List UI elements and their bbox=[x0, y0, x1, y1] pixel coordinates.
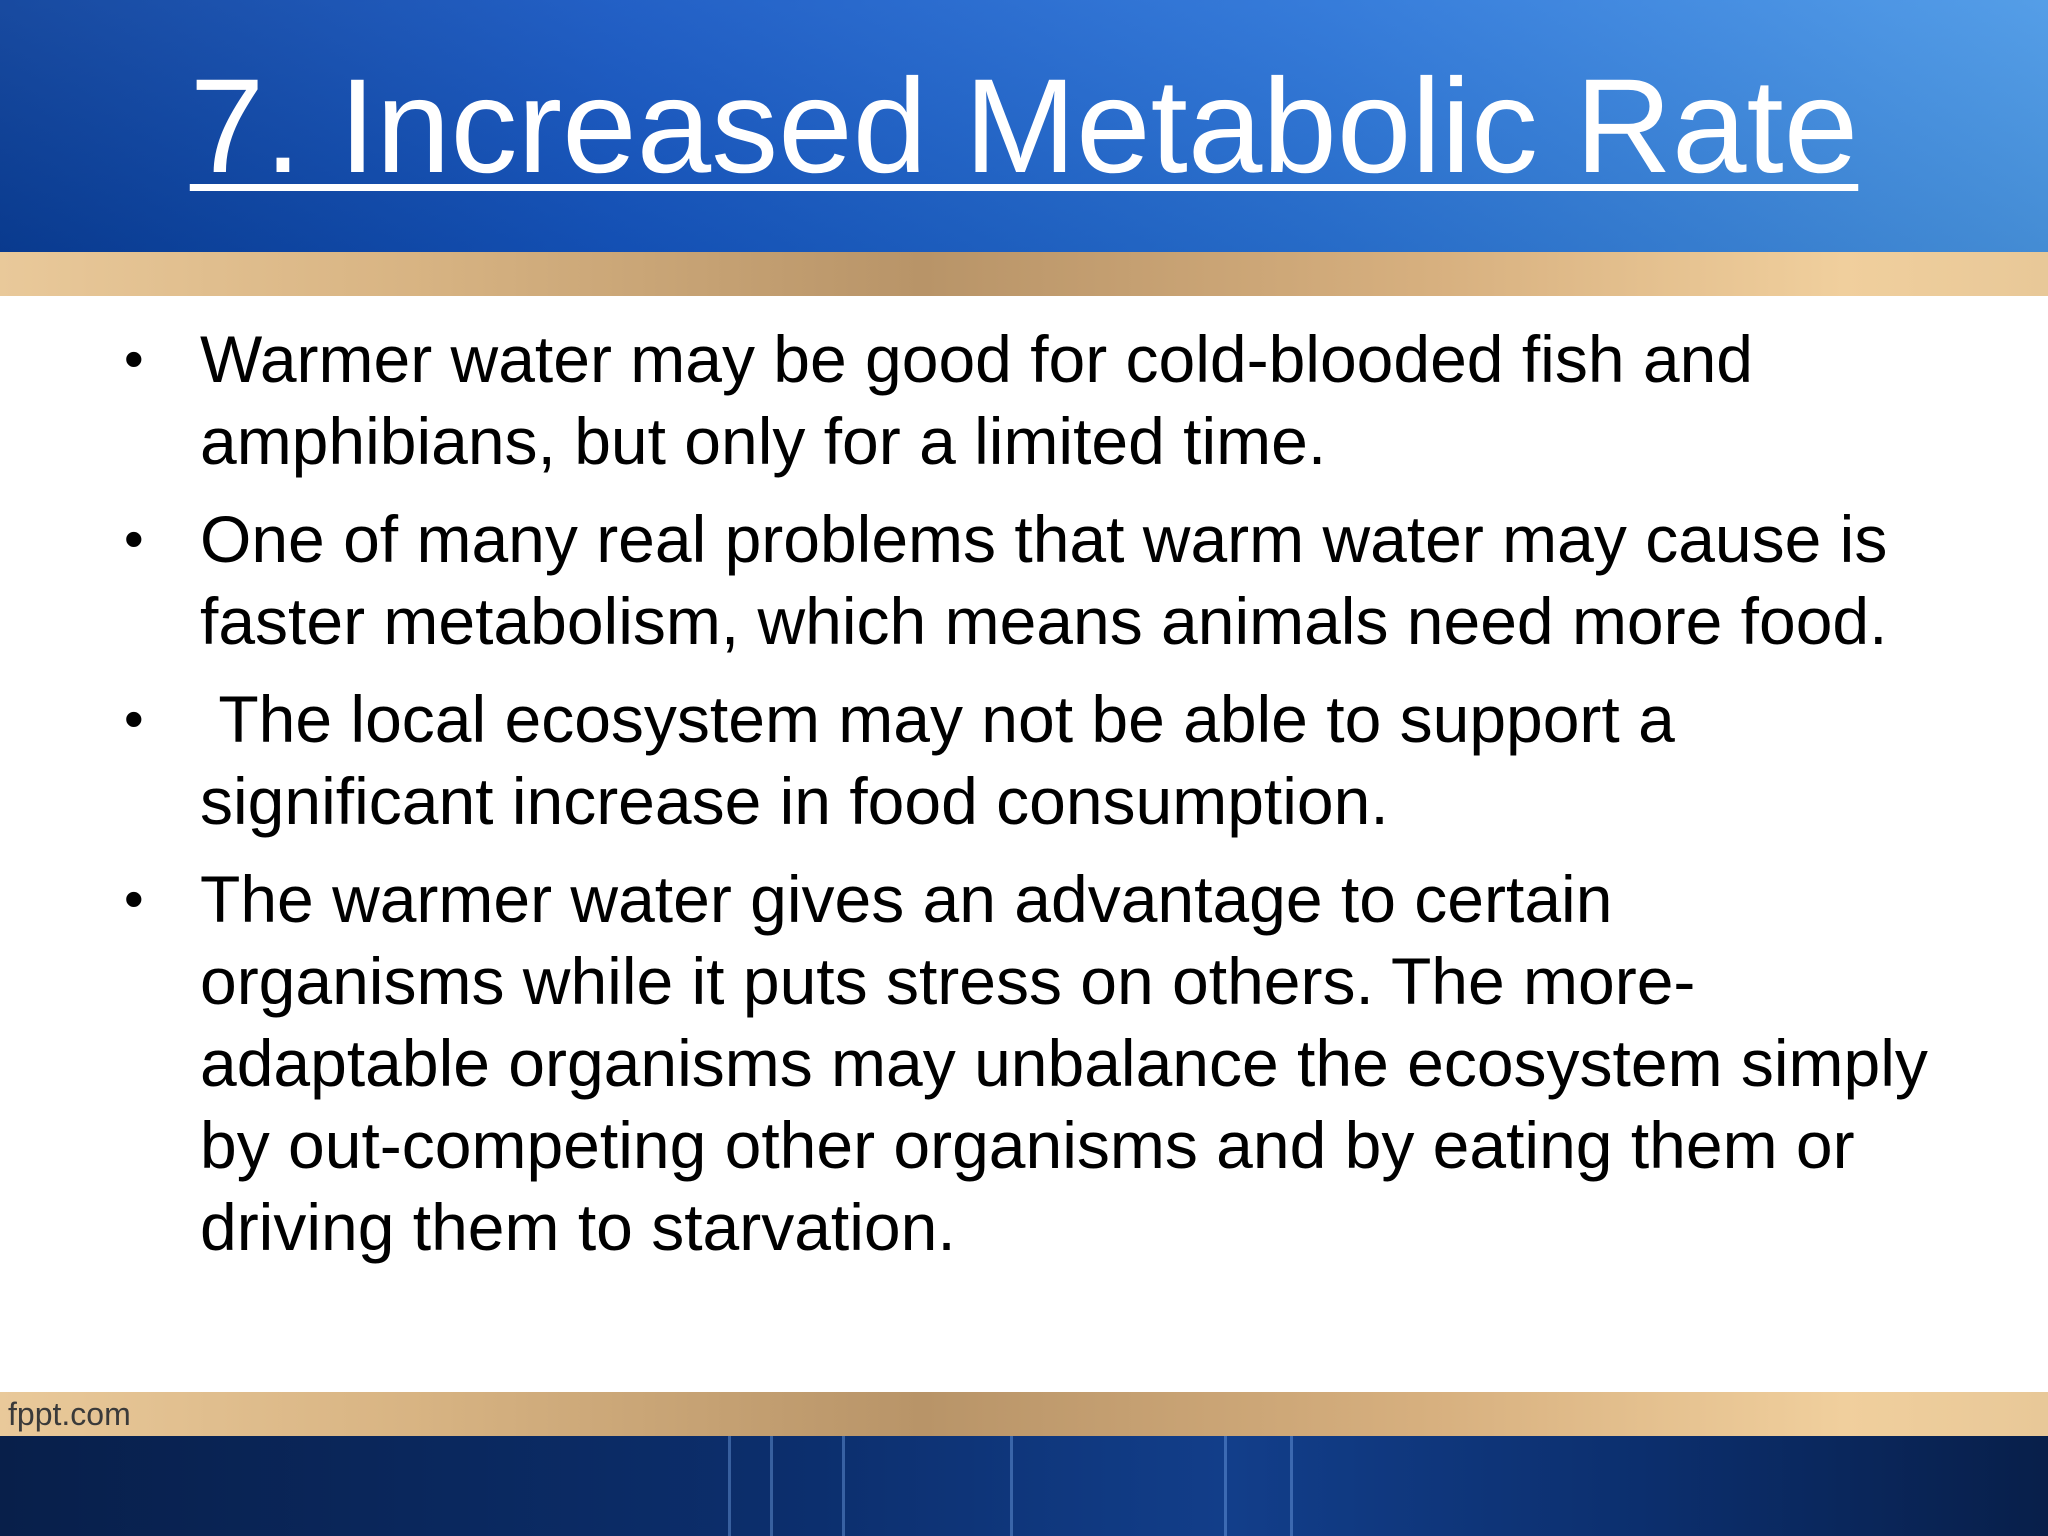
bullet-item: • One of many real problems that warm wa… bbox=[110, 498, 1930, 662]
bullet-text: One of many real problems that warm wate… bbox=[200, 502, 1888, 658]
bullet-dot-icon: • bbox=[124, 507, 144, 570]
bullet-text: The warmer water gives an advantage to c… bbox=[200, 862, 1928, 1264]
header-accent-band bbox=[0, 252, 2048, 296]
footer-brand: fppt.com bbox=[8, 1396, 131, 1432]
bullet-dot-icon: • bbox=[124, 327, 144, 390]
footer-accent-band bbox=[0, 1392, 2048, 1436]
bullet-item: • The local ecosystem may not be able to… bbox=[110, 678, 1930, 842]
bullet-item: • Warmer water may be good for cold-bloo… bbox=[110, 318, 1930, 482]
bullet-list: • Warmer water may be good for cold-bloo… bbox=[110, 318, 1930, 1284]
bullet-dot-icon: • bbox=[124, 867, 144, 930]
bullet-text: Warmer water may be good for cold-bloode… bbox=[200, 322, 1753, 478]
bullet-item: • The warmer water gives an advantage to… bbox=[110, 858, 1930, 1268]
slide-title: 7. Increased Metabolic Rate bbox=[189, 52, 1859, 201]
bullet-text: The local ecosystem may not be able to s… bbox=[200, 682, 1694, 838]
slide-header: 7. Increased Metabolic Rate bbox=[0, 0, 2048, 252]
slide-footer bbox=[0, 1436, 2048, 1536]
bullet-dot-icon: • bbox=[124, 687, 144, 750]
